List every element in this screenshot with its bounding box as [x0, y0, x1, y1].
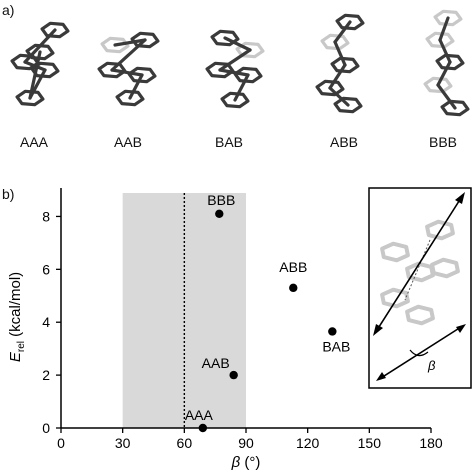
point-label-aab: AAB — [202, 355, 230, 371]
inset-frame — [368, 187, 472, 389]
inset-arrow-lower — [380, 326, 462, 379]
x-tick-label: 60 — [177, 435, 193, 451]
inset-arrowhead — [455, 192, 465, 204]
panel-b-label: b) — [2, 186, 15, 202]
y-tick-label: 2 — [42, 367, 50, 383]
inset-ring — [430, 257, 460, 279]
inset-angle-arc — [409, 349, 429, 357]
x-tick-label: 150 — [358, 435, 382, 451]
inset-arrowhead — [456, 324, 466, 333]
conformer-label-abb: ABB — [329, 134, 358, 150]
point-label-bab: BAB — [322, 338, 350, 354]
inset-structure: β — [368, 187, 472, 389]
molecule-bbb-image — [423, 9, 470, 117]
point-aab — [229, 370, 238, 380]
y-tick-label: 8 — [42, 208, 50, 224]
y-tick-label: 4 — [42, 314, 50, 330]
point-label-abb: ABB — [279, 259, 307, 275]
inset-angle-label: β — [427, 358, 436, 373]
point-aaa — [198, 423, 208, 433]
inset-ring — [380, 241, 410, 263]
molecule-aaa-image — [10, 21, 70, 107]
point-abb — [289, 283, 298, 293]
x-tick-label: 120 — [296, 435, 320, 451]
point-label-aaa: AAA — [185, 407, 214, 423]
panel-a-label: a) — [2, 2, 15, 18]
conformer-structures — [10, 9, 470, 117]
inset-ring — [405, 304, 435, 326]
point-bbb — [215, 209, 224, 218]
molecule-abb-image — [315, 13, 365, 114]
molecule-bab-image — [205, 29, 265, 109]
y-tick-label: 6 — [42, 261, 50, 277]
point-bab — [328, 327, 337, 336]
x-tick-label: 0 — [57, 435, 65, 451]
inset-ring — [425, 219, 455, 241]
x-tick-label: 30 — [115, 435, 131, 451]
conformer-label-aaa: AAA — [19, 134, 48, 150]
point-label-bbb: BBB — [207, 192, 235, 208]
y-axis-label: Erel (kcal/mol) — [7, 272, 27, 362]
conformer-label-bbb: BBB — [428, 134, 457, 150]
conformer-label-bab: BAB — [214, 134, 243, 150]
inset-ring — [380, 287, 410, 309]
inset-arrow-upper — [376, 197, 462, 331]
inset-dotted-axis — [404, 239, 431, 301]
x-tick-label: 180 — [419, 435, 443, 451]
y-tick-label: 0 — [42, 420, 50, 436]
inset-arrowhead — [376, 372, 386, 381]
x-tick-label: 90 — [238, 435, 254, 451]
x-axis-label: β (°) — [231, 454, 261, 471]
conformer-label-aab: AAB — [113, 134, 142, 150]
molecule-aab-image — [97, 31, 160, 107]
inset-arrowhead — [373, 324, 383, 336]
